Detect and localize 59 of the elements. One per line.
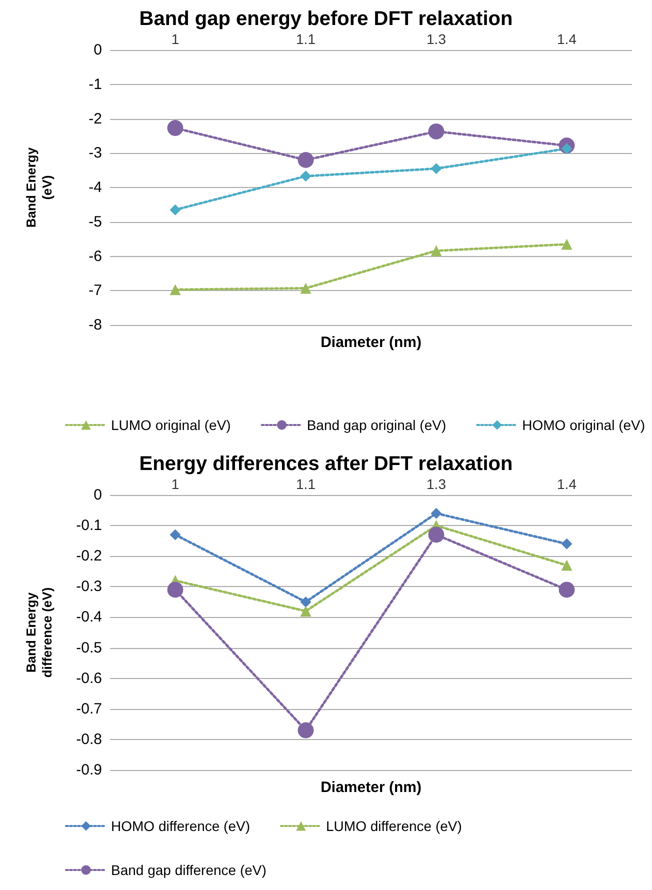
point [300, 596, 312, 608]
point [561, 238, 572, 250]
legend-label: LUMO difference (eV) [326, 818, 462, 834]
y-tick-label: -0.3 [76, 578, 102, 596]
y-tick-label: -0.5 [76, 639, 102, 656]
y-axis-title: Band Energy (eV) [24, 146, 54, 228]
point [167, 582, 184, 598]
y-tick-label: -0.7 [76, 700, 102, 718]
x-tick-label: 1.3 [426, 31, 446, 47]
y-tick-label: -8 [88, 316, 102, 334]
y-tick-label: -3 [88, 144, 102, 162]
y-tick-label: 0 [94, 42, 102, 58]
legend-label: Band gap original (eV) [306, 417, 446, 433]
x-axis-title: Diameter (nm) [320, 334, 422, 351]
x-tick-label: 1 [171, 31, 180, 47]
point [561, 538, 572, 550]
chart-title: Band gap energy before DFT relaxation [139, 8, 513, 30]
chart-title: Energy differences after DFT relaxation [139, 453, 513, 475]
point [428, 123, 444, 140]
legend-label: LUMO original (eV) [111, 417, 231, 433]
y-tick-label: -0.4 [76, 608, 102, 626]
y-tick-label: -1 [88, 76, 102, 93]
y-tick-label: -4 [88, 179, 102, 196]
x-tick-label: 1.3 [426, 476, 446, 492]
y-tick-label: -5 [88, 213, 102, 230]
y-axis-title: Band Energy difference (eV) [24, 587, 54, 678]
x-axis-title: Diameter (nm) [320, 779, 422, 796]
point [170, 284, 181, 296]
point [428, 526, 444, 543]
point [298, 152, 314, 168]
y-tick-label: -0.6 [76, 670, 102, 687]
point [170, 529, 181, 540]
x-tick-label: 1.4 [557, 476, 577, 492]
point [170, 204, 181, 216]
point [430, 245, 442, 256]
y-tick-label: -7 [88, 282, 102, 300]
point [558, 582, 575, 598]
x-tick-label: 1.1 [296, 31, 316, 47]
y-tick-label: -0.1 [76, 517, 102, 534]
y-tick-label: -0.8 [76, 730, 102, 748]
x-tick-label: 1.4 [557, 31, 577, 47]
x-tick-label: 1 [171, 476, 180, 492]
y-tick-label: -2 [88, 110, 102, 128]
y-tick-label: -6 [88, 248, 102, 265]
point [300, 606, 312, 617]
point [561, 560, 572, 571]
legend-label: HOMO original (eV) [522, 417, 646, 433]
x-tick-label: 1.1 [296, 476, 316, 492]
y-tick-label: -0.9 [76, 762, 102, 778]
point [430, 163, 442, 174]
point [300, 170, 312, 182]
point [298, 722, 314, 738]
y-tick-label: 0 [94, 486, 102, 504]
legend-label: Band gap difference (eV) [111, 862, 266, 878]
legend-label: HOMO difference (eV) [111, 818, 250, 834]
point [167, 120, 184, 136]
point [300, 282, 312, 294]
y-tick-label: -0.2 [76, 548, 102, 565]
point [430, 508, 442, 519]
